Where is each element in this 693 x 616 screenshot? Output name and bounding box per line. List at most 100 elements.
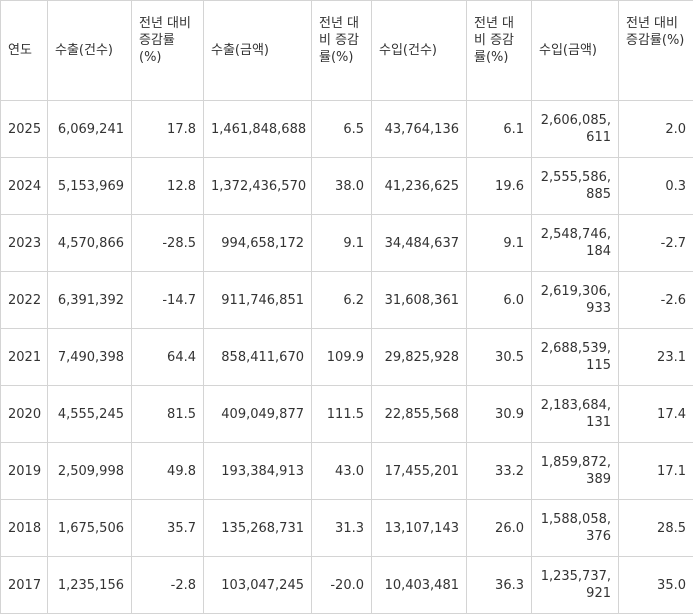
cell-year: 2022	[0, 271, 48, 329]
table-row: 2022 6,391,392 -14.7 911,746,851 6.2 31,…	[0, 271, 693, 329]
header-export-count-change: 전년 대비 증감률(%)	[131, 0, 204, 101]
header-import-amount-change: 전년 대비 증감률(%)	[618, 0, 693, 101]
cell-import-amount-change: 23.1	[618, 328, 693, 386]
cell-import-amount: 2,555,586,885	[531, 157, 619, 215]
cell-export-count-change: -28.5	[131, 214, 204, 272]
table-row: 2025 6,069,241 17.8 1,461,848,688 6.5 43…	[0, 100, 693, 158]
cell-year: 2023	[0, 214, 48, 272]
cell-import-amount-change: 28.5	[618, 499, 693, 557]
cell-year: 2024	[0, 157, 48, 215]
cell-export-amount: 103,047,245	[203, 556, 312, 614]
cell-export-count-change: -14.7	[131, 271, 204, 329]
cell-import-amount-change: 17.4	[618, 385, 693, 443]
table-row: 2021 7,490,398 64.4 858,411,670 109.9 29…	[0, 328, 693, 386]
cell-export-count: 1,675,506	[47, 499, 132, 557]
cell-export-count: 1,235,156	[47, 556, 132, 614]
cell-export-count: 6,069,241	[47, 100, 132, 158]
cell-export-amount: 994,658,172	[203, 214, 312, 272]
cell-import-count: 41,236,625	[371, 157, 467, 215]
cell-export-amount: 409,049,877	[203, 385, 312, 443]
table-row: 2023 4,570,866 -28.5 994,658,172 9.1 34,…	[0, 214, 693, 272]
cell-export-amount-change: 111.5	[311, 385, 372, 443]
cell-import-count-change: 9.1	[466, 214, 532, 272]
cell-import-amount-change: -2.6	[618, 271, 693, 329]
header-row: 연도 수출(건수) 전년 대비 증감률(%) 수출(금액) 전년 대비 증감률(…	[0, 0, 693, 101]
cell-import-count: 13,107,143	[371, 499, 467, 557]
cell-import-count-change: 6.1	[466, 100, 532, 158]
cell-import-amount-change: -2.7	[618, 214, 693, 272]
cell-import-amount: 2,606,085,611	[531, 100, 619, 158]
cell-year: 2019	[0, 442, 48, 500]
cell-import-count: 34,484,637	[371, 214, 467, 272]
cell-export-amount: 135,268,731	[203, 499, 312, 557]
cell-year: 2020	[0, 385, 48, 443]
cell-export-amount: 858,411,670	[203, 328, 312, 386]
cell-import-count: 17,455,201	[371, 442, 467, 500]
cell-export-count-change: 35.7	[131, 499, 204, 557]
cell-import-amount: 2,619,306,933	[531, 271, 619, 329]
cell-export-count-change: 81.5	[131, 385, 204, 443]
cell-year: 2021	[0, 328, 48, 386]
cell-export-amount-change: 6.2	[311, 271, 372, 329]
cell-import-count-change: 33.2	[466, 442, 532, 500]
cell-export-amount: 1,461,848,688	[203, 100, 312, 158]
table-row: 2020 4,555,245 81.5 409,049,877 111.5 22…	[0, 385, 693, 443]
header-export-amount: 수출(금액)	[203, 0, 312, 101]
table-header: 연도 수출(건수) 전년 대비 증감률(%) 수출(금액) 전년 대비 증감률(…	[0, 0, 693, 101]
cell-import-amount: 1,859,872,389	[531, 442, 619, 500]
cell-export-count-change: 64.4	[131, 328, 204, 386]
cell-export-amount: 1,372,436,570	[203, 157, 312, 215]
cell-export-amount-change: 38.0	[311, 157, 372, 215]
cell-export-count-change: 17.8	[131, 100, 204, 158]
cell-export-count: 6,391,392	[47, 271, 132, 329]
cell-export-count: 4,555,245	[47, 385, 132, 443]
cell-import-count-change: 26.0	[466, 499, 532, 557]
cell-import-amount: 1,235,737,921	[531, 556, 619, 614]
cell-export-count-change: -2.8	[131, 556, 204, 614]
header-year: 연도	[0, 0, 48, 101]
cell-import-count-change: 30.9	[466, 385, 532, 443]
cell-import-count-change: 6.0	[466, 271, 532, 329]
table-row: 2018 1,675,506 35.7 135,268,731 31.3 13,…	[0, 499, 693, 557]
cell-import-amount-change: 0.3	[618, 157, 693, 215]
table-body: 2025 6,069,241 17.8 1,461,848,688 6.5 43…	[0, 100, 693, 614]
cell-export-amount-change: -20.0	[311, 556, 372, 614]
cell-import-count-change: 19.6	[466, 157, 532, 215]
cell-year: 2018	[0, 499, 48, 557]
cell-import-count-change: 36.3	[466, 556, 532, 614]
cell-export-count: 2,509,998	[47, 442, 132, 500]
header-export-count: 수출(건수)	[47, 0, 132, 101]
table-row: 2019 2,509,998 49.8 193,384,913 43.0 17,…	[0, 442, 693, 500]
header-export-amount-change: 전년 대비 증감률(%)	[311, 0, 372, 101]
header-import-count-change: 전년 대비 증감률(%)	[466, 0, 532, 101]
cell-export-amount: 911,746,851	[203, 271, 312, 329]
cell-export-amount-change: 9.1	[311, 214, 372, 272]
cell-import-amount-change: 35.0	[618, 556, 693, 614]
cell-export-amount-change: 109.9	[311, 328, 372, 386]
cell-import-amount-change: 17.1	[618, 442, 693, 500]
header-import-count: 수입(건수)	[371, 0, 467, 101]
table-row: 2017 1,235,156 -2.8 103,047,245 -20.0 10…	[0, 556, 693, 614]
cell-export-amount-change: 6.5	[311, 100, 372, 158]
cell-import-count: 31,608,361	[371, 271, 467, 329]
cell-import-count: 10,403,481	[371, 556, 467, 614]
cell-import-count-change: 30.5	[466, 328, 532, 386]
cell-export-count-change: 49.8	[131, 442, 204, 500]
cell-export-count: 5,153,969	[47, 157, 132, 215]
cell-export-count: 4,570,866	[47, 214, 132, 272]
cell-import-amount: 2,688,539,115	[531, 328, 619, 386]
cell-import-amount: 1,588,058,376	[531, 499, 619, 557]
cell-import-amount: 2,548,746,184	[531, 214, 619, 272]
cell-export-amount-change: 31.3	[311, 499, 372, 557]
cell-import-count: 22,855,568	[371, 385, 467, 443]
header-import-amount: 수입(금액)	[531, 0, 619, 101]
table-row: 2024 5,153,969 12.8 1,372,436,570 38.0 4…	[0, 157, 693, 215]
cell-import-amount: 2,183,684,131	[531, 385, 619, 443]
cell-import-count: 43,764,136	[371, 100, 467, 158]
cell-export-amount-change: 43.0	[311, 442, 372, 500]
cell-import-amount-change: 2.0	[618, 100, 693, 158]
cell-year: 2025	[0, 100, 48, 158]
cell-export-amount: 193,384,913	[203, 442, 312, 500]
cell-import-count: 29,825,928	[371, 328, 467, 386]
